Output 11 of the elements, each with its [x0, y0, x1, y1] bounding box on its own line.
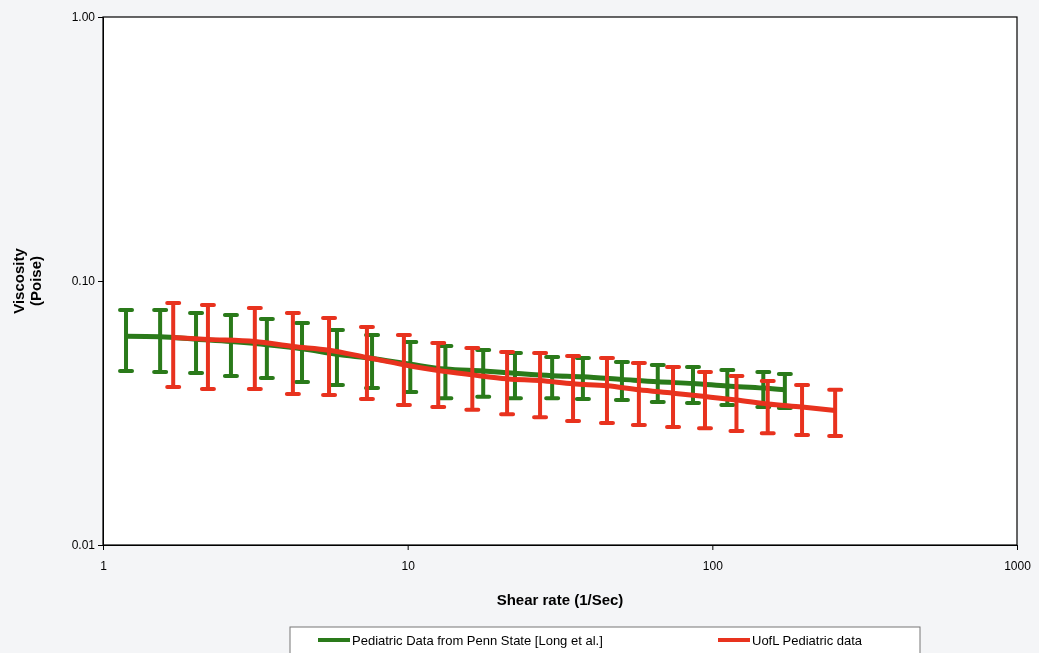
y-tick-label: 0.01 [71, 538, 96, 553]
x-tick-label: 1 [100, 558, 108, 573]
y-tick-label: 1.00 [71, 10, 96, 25]
x-axis-title: Shear rate (1/Sec) [496, 591, 624, 608]
legend-label: Pediatric Data from Penn State [Long et al.] [352, 633, 603, 648]
legend-label: UofL Pediatric data [752, 633, 863, 648]
x-tick-label: 10 [401, 558, 416, 573]
x-tick-label: 100 [702, 558, 724, 573]
x-tick-label: 1000 [1004, 558, 1032, 573]
y-axis-title: Viscosity (Poise) [10, 247, 45, 314]
y-tick-label: 0.10 [71, 274, 96, 289]
